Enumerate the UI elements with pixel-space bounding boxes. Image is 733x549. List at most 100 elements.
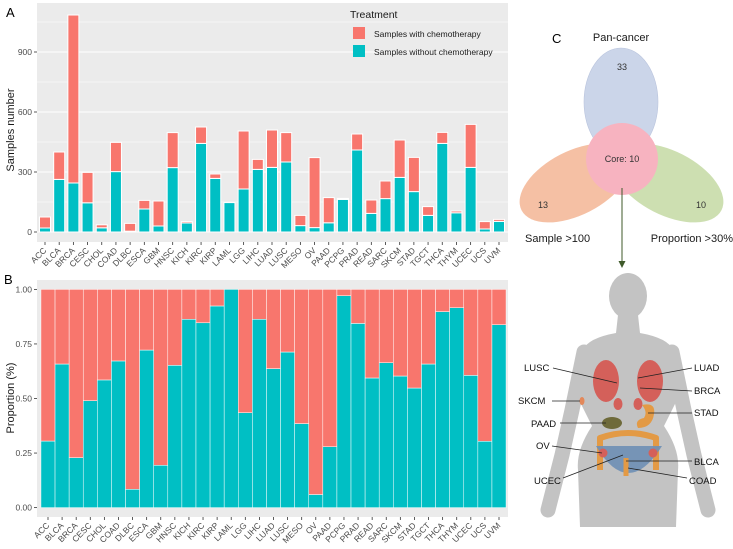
bar-esca-without-chemo	[138, 208, 151, 233]
bar-ucec-without-chemo	[463, 375, 479, 508]
bar-blca-without-chemo	[53, 178, 66, 233]
pelvis-uterus	[596, 446, 662, 473]
bar-skcm-with-chemo	[393, 289, 408, 377]
bar-esca-with-chemo	[138, 199, 151, 210]
bar-pcpg-without-chemo	[336, 295, 352, 508]
chart-b-ylabel: Proportion (%)	[5, 363, 17, 434]
bar-laml-without-chemo	[223, 289, 239, 508]
y-tick-label: 300	[18, 167, 32, 177]
legend-label-with: Samples with chemotherapy	[374, 29, 482, 39]
bar-lihc-without-chemo	[251, 168, 264, 233]
organ-label-stad: STAD	[694, 408, 719, 419]
kidney-right	[633, 398, 643, 410]
bar-kirp-with-chemo	[209, 173, 222, 179]
bar-esca-with-chemo	[139, 289, 154, 351]
leader-lines	[551, 367, 693, 479]
y-tick-label: 0.00	[15, 503, 32, 513]
x-tick-label-uvm: UVM	[482, 520, 502, 540]
bar-read-with-chemo	[365, 199, 378, 214]
bar-ov-with-chemo	[308, 157, 321, 229]
bar-luad-without-chemo	[266, 166, 278, 233]
bar-lihc-with-chemo	[251, 158, 264, 170]
venn-core	[586, 123, 658, 195]
bar-uvm-without-chemo	[493, 220, 505, 233]
bar-ov-without-chemo	[308, 227, 321, 233]
bar-ucec-without-chemo	[464, 166, 477, 233]
bar-ov-without-chemo	[308, 494, 324, 508]
bar-kirp-with-chemo	[209, 289, 225, 307]
bar-lusc-without-chemo	[280, 161, 293, 233]
chart-a-ylabel: Samples number	[5, 88, 17, 171]
panel-label-c: C	[552, 31, 561, 46]
bar-uvm-with-chemo	[493, 218, 505, 222]
bar-read-with-chemo	[364, 289, 380, 379]
bar-blca-with-chemo	[53, 151, 66, 180]
bar-thym-without-chemo	[450, 212, 463, 233]
bar-gbm-with-chemo	[152, 200, 165, 227]
bar-kirc-with-chemo	[195, 126, 208, 144]
bar-pcpg-without-chemo	[336, 198, 349, 233]
bar-paad-with-chemo	[322, 197, 335, 224]
kidney-left	[613, 398, 623, 410]
bar-thym-with-chemo	[449, 289, 465, 308]
bar-hnsc-without-chemo	[167, 365, 183, 508]
bar-thca-without-chemo	[435, 311, 450, 508]
bar-kich-without-chemo	[181, 319, 197, 508]
bar-paad-without-chemo	[322, 222, 335, 233]
bar-gbm-without-chemo	[153, 465, 169, 508]
bar-skcm-with-chemo	[393, 139, 406, 178]
body-illustration: LUSC SKCM PAAD OV UCEC LUAD BRCA STAD BL…	[518, 273, 721, 529]
bar-lgg-without-chemo	[238, 412, 253, 508]
bar-prad-without-chemo	[351, 149, 364, 233]
bar-chol-without-chemo	[97, 379, 112, 508]
body-silhouette	[540, 273, 716, 527]
bar-acc-without-chemo	[40, 440, 56, 508]
bar-sarc-without-chemo	[378, 362, 394, 508]
bar-kirp-without-chemo	[209, 177, 222, 233]
bar-blca-with-chemo	[54, 289, 70, 365]
organ-label-brca: BRCA	[694, 386, 721, 397]
bar-luad-without-chemo	[266, 368, 281, 508]
bar-kich-with-chemo	[180, 221, 193, 224]
venn-count-sample-100: 13	[538, 200, 548, 210]
y-tick-label: 600	[18, 107, 32, 117]
bar-ucec-with-chemo	[464, 123, 477, 168]
venn-label-proportion-30: Proportion >30%	[651, 233, 733, 245]
bar-kich-with-chemo	[181, 289, 197, 320]
bar-ov-with-chemo	[308, 289, 324, 495]
bar-prad-without-chemo	[350, 323, 366, 508]
bar-coad-without-chemo	[111, 360, 126, 508]
bar-tgct-without-chemo	[422, 214, 435, 233]
bar-hnsc-without-chemo	[166, 167, 179, 233]
bar-uvm-with-chemo	[491, 289, 507, 325]
bar-luad-with-chemo	[266, 129, 278, 168]
pancreas	[602, 417, 622, 429]
y-tick-label: 900	[18, 47, 32, 57]
bar-coad-with-chemo	[109, 141, 122, 173]
bar-ucs-with-chemo	[478, 221, 491, 230]
bar-prad-with-chemo	[350, 289, 366, 324]
ovary-left	[598, 448, 608, 458]
venn-label-sample-100: Sample >100	[525, 233, 590, 245]
skin-lesion	[579, 397, 585, 405]
bar-luad-with-chemo	[266, 289, 281, 369]
legend-title: Treatment	[350, 9, 398, 21]
bar-stad-with-chemo	[407, 289, 422, 389]
bar-chol-without-chemo	[95, 227, 108, 233]
bar-thym-without-chemo	[449, 307, 465, 508]
bar-ucec-with-chemo	[463, 289, 479, 376]
organ-label-ov: OV	[536, 441, 550, 452]
x-tick-label-uvm: UVM	[482, 245, 502, 265]
bar-lusc-with-chemo	[280, 289, 295, 353]
bar-meso-with-chemo	[294, 214, 307, 227]
bar-dlbc-with-chemo	[125, 289, 140, 490]
bar-cesc-without-chemo	[81, 202, 94, 233]
organ-label-lusc: LUSC	[524, 363, 549, 374]
bar-uvm-without-chemo	[491, 324, 507, 508]
bar-pcpg-with-chemo	[336, 197, 349, 200]
bar-hnsc-with-chemo	[166, 132, 179, 169]
bar-cesc-without-chemo	[82, 400, 98, 508]
organ-label-skcm: SKCM	[518, 396, 546, 407]
bar-kirc-with-chemo	[195, 289, 211, 324]
